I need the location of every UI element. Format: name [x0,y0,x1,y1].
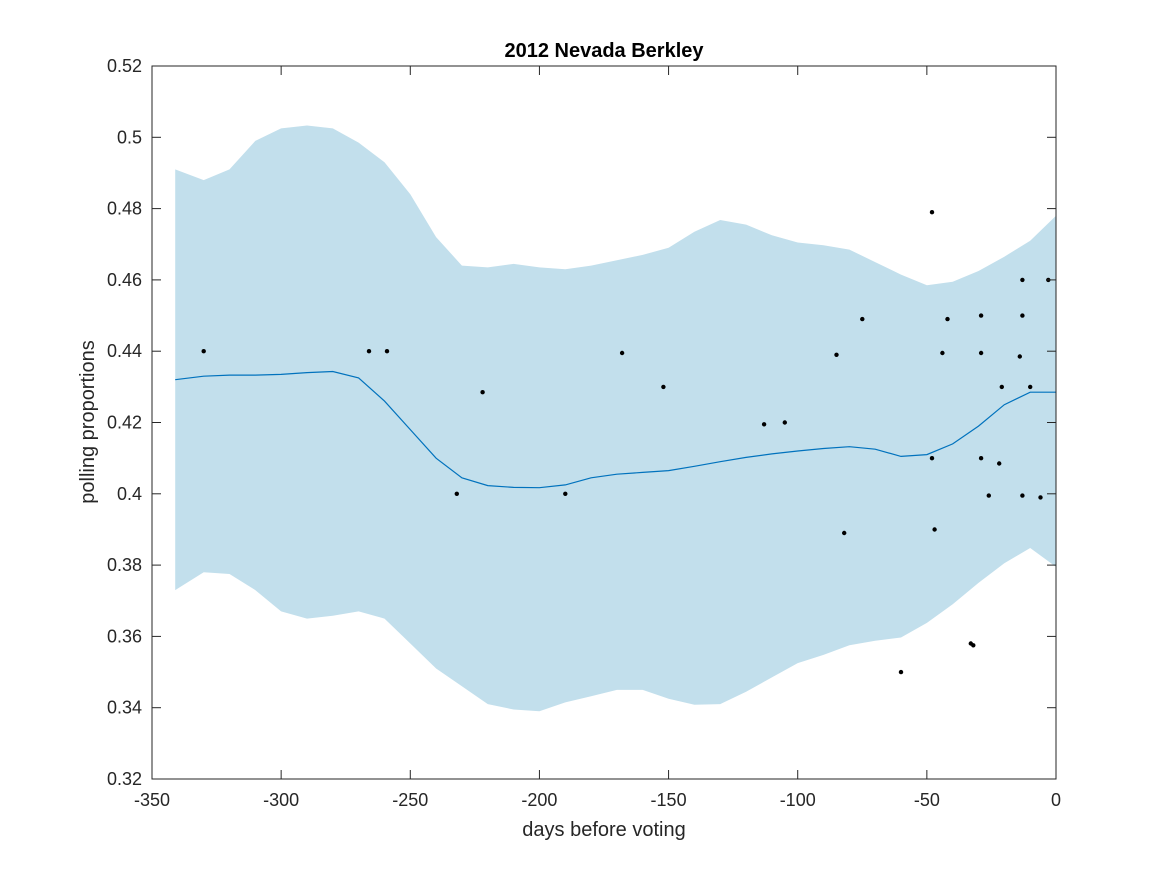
y-axis-label: polling proportions [77,340,99,503]
x-tick-label: -50 [914,790,940,810]
y-tick-label: 0.44 [107,341,142,361]
data-point [1038,495,1043,500]
data-point [978,313,984,318]
data-point [898,669,904,675]
y-tick-label: 0.5 [117,127,142,147]
data-point [1020,277,1025,283]
data-point [761,422,767,427]
data-point [834,352,839,357]
data-point [201,349,206,354]
data-point [945,316,950,322]
data-point [366,349,372,354]
x-tick-label: -250 [392,790,428,810]
data-point [978,350,984,356]
data-point [940,350,945,356]
x-tick-label: 0 [1051,790,1061,810]
data-point [997,461,1002,466]
data-point [842,530,847,536]
x-tick-label: -350 [134,790,170,810]
data-point [563,491,568,496]
data-point [929,210,935,215]
data-point [1028,384,1033,390]
x-tick-label: -100 [780,790,816,810]
data-point [999,384,1004,390]
data-point [782,420,787,425]
data-point [860,316,865,322]
data-point [1020,313,1025,318]
y-tick-label: 0.38 [107,555,142,575]
y-tick-label: 0.32 [107,769,142,789]
x-tick-label: -200 [521,790,557,810]
y-tick-label: 0.42 [107,413,142,433]
plot-area [175,125,1056,712]
fit-line [175,370,1056,489]
confidence-band [175,125,1056,712]
x-tick-label: -300 [263,790,299,810]
x-axis-label: days before voting [522,819,685,841]
y-tick-label: 0.46 [107,270,142,290]
data-point [480,390,485,395]
data-point [619,350,625,356]
y-tick-label: 0.48 [107,199,142,219]
data-point [1020,493,1025,498]
data-point [971,643,976,648]
y-tick-label: 0.36 [107,626,142,646]
y-tick-label: 0.52 [107,56,142,76]
data-point [454,491,459,496]
data-point [986,493,991,498]
y-axis: 0.32 0.34 0.36 0.38 0.4 0.42 0.44 0.46 0.48 0.5 0.… [107,56,1056,789]
y-tick-label: 0.4 [117,484,142,504]
data-point [932,527,937,532]
data-point [929,456,935,461]
data-point [1017,354,1022,359]
x-tick-label: -150 [651,790,687,810]
data-point [661,384,666,390]
data-point [978,456,984,461]
chart-title: 2012 Nevada Berkley [504,40,704,62]
x-axis: -350 -300 -250 -200 -150 -100 -50 0 [134,66,1061,810]
y-tick-label: 0.34 [107,698,142,718]
data-point [384,349,390,354]
